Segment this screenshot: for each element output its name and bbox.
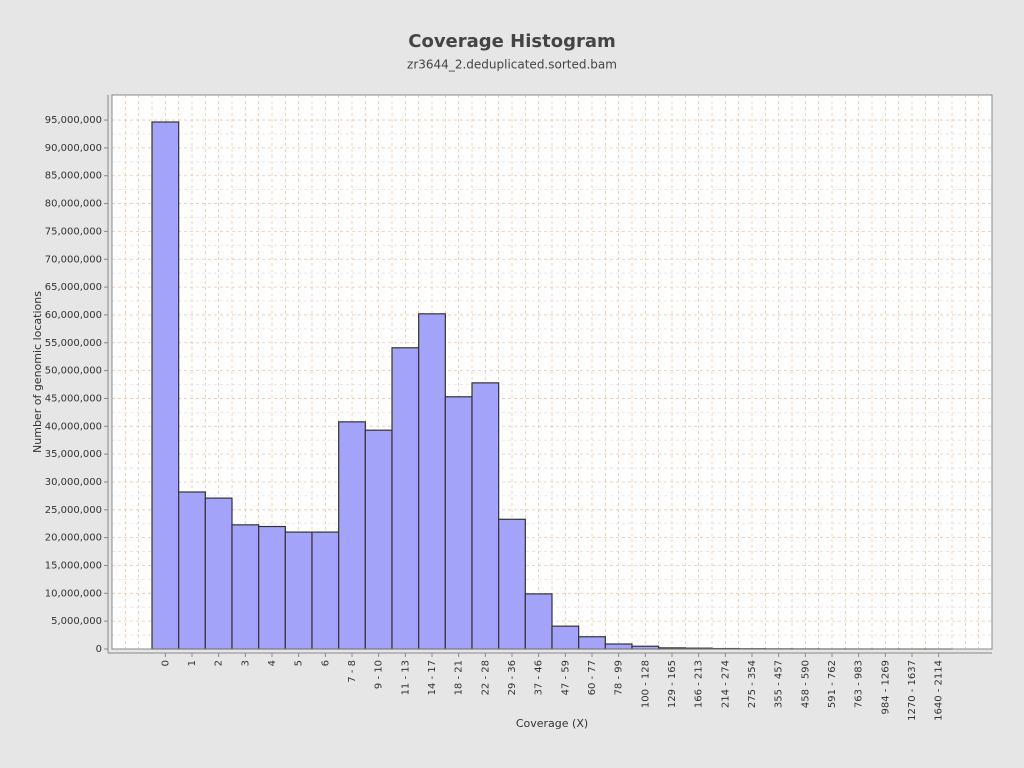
y-tick-label: 10,000,000	[45, 588, 102, 599]
y-tick-label: 75,000,000	[45, 226, 102, 237]
x-tick-label: 14 - 17	[427, 660, 438, 695]
y-tick-label: 25,000,000	[45, 505, 102, 516]
x-tick-label: 355 - 457	[774, 660, 785, 708]
y-tick-label: 95,000,000	[45, 115, 102, 126]
x-tick-label: 166 - 213	[694, 660, 705, 708]
y-tick-label: 55,000,000	[45, 338, 102, 349]
x-tick-label: 458 - 590	[800, 660, 811, 708]
y-tick-label: 80,000,000	[45, 199, 102, 210]
x-tick-label: 129 - 165	[667, 660, 678, 708]
x-tick-label: 984 - 1269	[880, 660, 891, 715]
x-tick-label: 5	[294, 660, 305, 666]
y-tick-label: 15,000,000	[45, 560, 102, 571]
x-tick-label: 60 - 77	[587, 660, 598, 695]
x-axis-label: Coverage (X)	[516, 717, 588, 730]
bar	[364, 429, 393, 650]
x-tick-label: 6	[320, 660, 331, 666]
y-tick-label: 5,000,000	[51, 616, 102, 627]
x-tick-label: 37 - 46	[534, 660, 545, 695]
x-tick-label: 1	[187, 660, 198, 666]
x-tick-label: 11 - 13	[400, 660, 411, 695]
bar	[604, 643, 633, 650]
x-tick-label: 1640 - 2114	[934, 660, 945, 721]
y-tick-label: 0	[96, 644, 102, 655]
x-tick-label: 100 - 128	[640, 660, 651, 708]
bar	[498, 518, 526, 650]
y-tick-label: 60,000,000	[45, 310, 102, 321]
x-tick-label: 591 - 762	[827, 660, 838, 708]
bar	[258, 525, 286, 650]
marks	[151, 121, 953, 650]
chart-subtitle: zr3644_2.deduplicated.sorted.bam	[407, 58, 617, 72]
bar	[471, 382, 500, 650]
y-tick-label: 85,000,000	[45, 171, 102, 182]
x-tick-label: 29 - 36	[507, 660, 518, 695]
bar	[524, 593, 553, 650]
y-tick-label: 35,000,000	[45, 449, 102, 460]
bar	[391, 347, 420, 650]
x-tick-label: 78 - 99	[614, 660, 625, 695]
y-tick-label: 30,000,000	[45, 477, 102, 488]
x-tick-label: 18 - 21	[454, 660, 465, 695]
y-tick-label: 45,000,000	[45, 393, 102, 404]
x-tick-label: 275 - 354	[747, 660, 758, 708]
x-tick-label: 7 - 8	[347, 660, 358, 683]
x-tick-label: 214 - 274	[720, 660, 731, 708]
bar	[284, 531, 313, 650]
bar	[578, 636, 606, 650]
bar	[338, 421, 366, 650]
bar	[311, 531, 340, 650]
x-tick-label: 763 - 983	[854, 660, 865, 708]
x-tick-label: 2	[214, 660, 225, 666]
y-tick-label: 40,000,000	[45, 421, 102, 432]
x-tick-label: 3	[240, 660, 251, 666]
x-tick-label: 22 - 28	[480, 660, 491, 695]
bar	[551, 625, 580, 650]
bar	[231, 524, 260, 650]
x-tick-label: 0	[160, 660, 171, 666]
bar	[444, 396, 473, 650]
x-tick-label: 4	[267, 660, 278, 666]
x-tick-label: 9 - 10	[374, 660, 385, 689]
bar	[204, 497, 233, 650]
x-tick-label: 1270 - 1637	[907, 660, 918, 721]
chart-title: Coverage Histogram	[408, 31, 615, 52]
plot-border	[111, 94, 993, 650]
y-tick-label: 70,000,000	[45, 254, 102, 265]
y-tick-label: 65,000,000	[45, 282, 102, 293]
x-tick-label: 47 - 59	[560, 660, 571, 695]
bar	[151, 121, 180, 650]
y-tick-label: 20,000,000	[45, 533, 102, 544]
y-tick-label: 90,000,000	[45, 143, 102, 154]
bar	[178, 491, 206, 650]
y-axis-label: Number of genomic locations	[31, 291, 44, 453]
y-tick-label: 50,000,000	[45, 366, 102, 377]
bar	[418, 313, 446, 650]
